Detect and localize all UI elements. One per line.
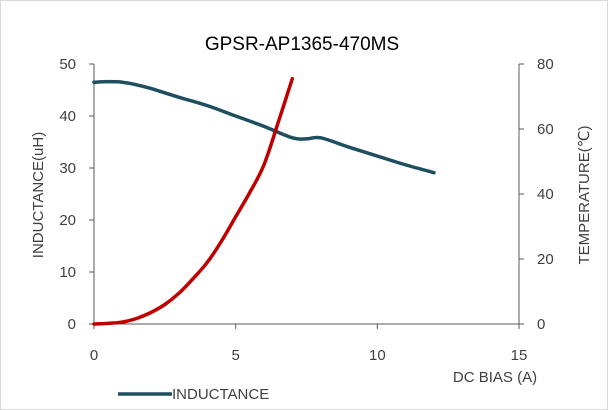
y-left-tick-label: 50 <box>59 56 76 73</box>
x-tick-label: 15 <box>511 347 528 364</box>
y-axis-right-label: TEMPERATURE(℃) <box>576 125 593 264</box>
y-left-tick-label: 20 <box>59 212 76 229</box>
legend-label-inductance: INDUCTANCE <box>172 386 269 403</box>
y-left-tick-label: 0 <box>68 316 76 333</box>
y-right-tick-label: 40 <box>537 186 554 203</box>
series-line-inductance <box>92 79 436 175</box>
x-axis-label: DC BIAS (A) <box>453 369 537 386</box>
y-right-tick-label: 80 <box>537 56 554 73</box>
y-axis-left-label: INDUCTANCE(uH) <box>30 132 47 258</box>
chart-title: GPSR-AP1365-470MS <box>205 34 399 55</box>
y-right-tick-label: 60 <box>537 121 554 138</box>
y-right-tick-label: 0 <box>537 316 545 333</box>
x-tick-label: 10 <box>369 347 386 364</box>
x-tick-label: 5 <box>231 347 239 364</box>
axes <box>89 63 524 329</box>
series-line-temperature <box>92 76 295 326</box>
y-left-tick-label: 40 <box>59 108 76 125</box>
tick-labels: 0 5 10 15 0 10 20 30 40 50 0 20 40 60 80 <box>59 56 553 364</box>
y-right-tick-label: 20 <box>537 251 554 268</box>
x-tick-label: 0 <box>90 347 98 364</box>
y-left-tick-label: 10 <box>59 264 76 281</box>
series-layer <box>92 76 436 326</box>
y-left-tick-label: 30 <box>59 160 76 177</box>
legend: INDUCTANCE <box>118 386 269 403</box>
